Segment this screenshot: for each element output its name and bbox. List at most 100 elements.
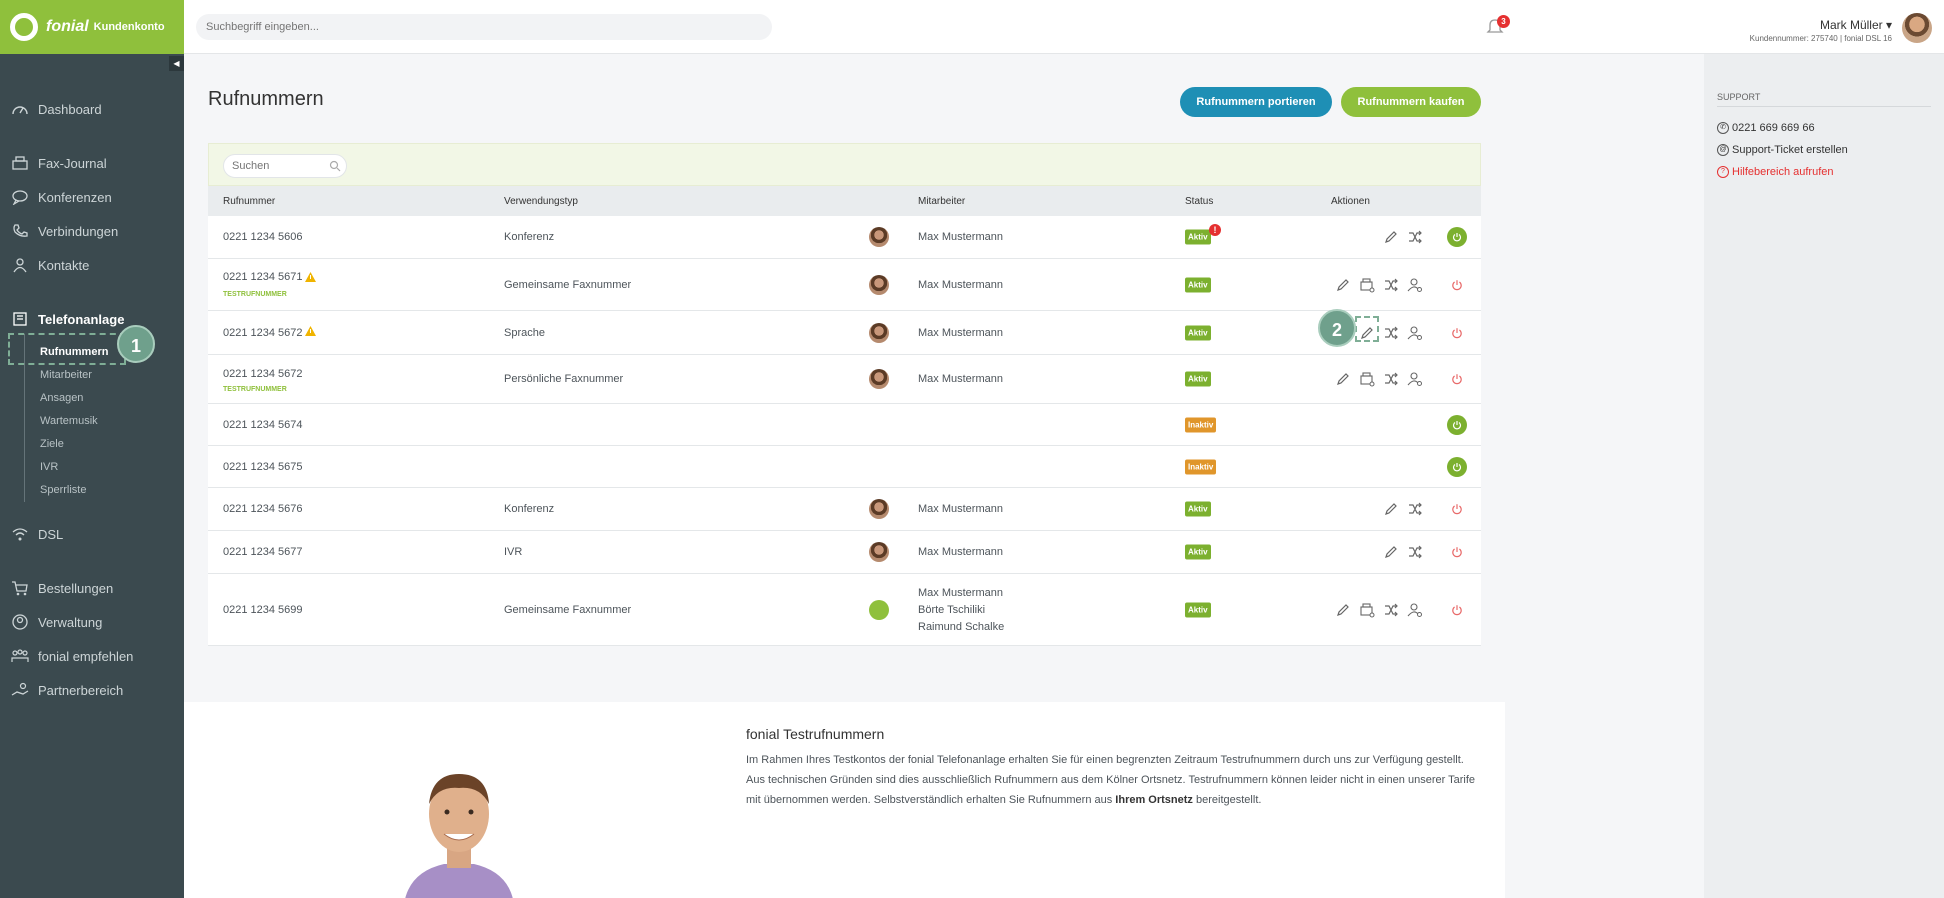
user-settings-icon[interactable]	[1407, 277, 1423, 293]
table-row[interactable]: 0221 1234 5674 Inaktiv	[208, 404, 1481, 446]
sidebar-subitem-rufnummern[interactable]: Rufnummern	[40, 346, 109, 358]
shuffle-icon[interactable]	[1383, 277, 1399, 293]
row-type: Gemeinsame Faxnummer	[504, 603, 632, 616]
sidebar-item-dsl[interactable]: DSL	[10, 524, 63, 544]
column-header-mitarbeiter[interactable]: Mitarbeiter	[918, 196, 966, 207]
power-toggle-button[interactable]	[1447, 456, 1467, 477]
shuffle-icon[interactable]	[1383, 371, 1399, 387]
power-toggle-button[interactable]	[1447, 542, 1467, 562]
power-toggle-button[interactable]	[1447, 323, 1467, 343]
edit-icon[interactable]	[1359, 325, 1375, 341]
sidebar-subitem-ivr[interactable]: IVR	[40, 461, 59, 473]
power-toggle-button[interactable]	[1447, 499, 1467, 519]
sidebar-item-bestellungen[interactable]: Bestellungen	[10, 578, 113, 598]
row-employee: Raimund Schalke	[918, 621, 1005, 633]
sidebar-item-partnerbereich[interactable]: Partnerbereich	[10, 680, 123, 700]
sidebar-item-dashboard[interactable]: Dashboard	[10, 99, 102, 119]
table-row[interactable]: 0221 1234 5672 Sprache Max Mustermann Ak…	[208, 311, 1481, 355]
fax-settings-icon[interactable]	[1359, 371, 1375, 387]
buy-numbers-button[interactable]: Rufnummern kaufen	[1341, 87, 1481, 117]
sidebar-subitem-sperrliste[interactable]: Sperrliste	[40, 484, 87, 496]
dashboard-icon	[10, 101, 30, 117]
table-row[interactable]: 0221 1234 5677 IVR Max Mustermann Aktiv	[208, 531, 1481, 574]
support-panel: SUPPORT ✆ 0221 669 669 66 @ Support-Tick…	[1704, 54, 1944, 898]
sidebar-subitem-ziele[interactable]: Ziele	[40, 438, 64, 450]
sidebar-item-verwaltung[interactable]: Verwaltung	[10, 612, 102, 632]
help-link[interactable]: ? Hilfebereich aufrufen	[1717, 166, 1834, 178]
fax-settings-icon[interactable]	[1359, 602, 1375, 618]
row-number: 0221 1234 5672	[223, 326, 303, 339]
status-badge: Inaktiv	[1185, 459, 1217, 474]
warning-icon	[305, 272, 316, 282]
employee-avatar	[869, 274, 889, 295]
support-ticket-link[interactable]: @ Support-Ticket erstellen	[1717, 144, 1848, 156]
user-menu[interactable]: Mark Müller ▾	[1819, 18, 1892, 32]
row-type: Konferenz	[504, 503, 555, 515]
edit-icon[interactable]	[1383, 544, 1399, 560]
sidebar-item-label: DSL	[38, 526, 64, 542]
power-toggle-button[interactable]	[1447, 369, 1467, 389]
power-toggle-button[interactable]	[1447, 600, 1467, 620]
shuffle-icon[interactable]	[1407, 501, 1423, 517]
test-number-label: TESTRUFNUMMER	[223, 386, 287, 393]
column-header-status[interactable]: Status	[1185, 196, 1214, 207]
user-settings-icon[interactable]	[1407, 602, 1423, 618]
avatar[interactable]	[1902, 13, 1932, 43]
edit-icon[interactable]	[1335, 371, 1351, 387]
sidebar-item-kontakte[interactable]: Kontakte	[10, 255, 89, 275]
global-search-input[interactable]	[196, 14, 772, 40]
shuffle-icon[interactable]	[1383, 325, 1399, 341]
sidebar-item-label: Fax-Journal	[38, 155, 107, 171]
shuffle-icon[interactable]	[1407, 229, 1423, 245]
conference-icon	[10, 189, 30, 205]
collapse-sidebar-button[interactable]: ◀	[169, 56, 184, 71]
support-phone[interactable]: ✆ 0221 669 669 66	[1717, 122, 1815, 134]
sidebar-subitem-ansagen[interactable]: Ansagen	[40, 392, 84, 404]
edit-icon[interactable]	[1335, 277, 1351, 293]
table-row[interactable]: 0221 1234 5699 Gemeinsame Faxnummer Max …	[208, 574, 1481, 646]
shuffle-icon[interactable]	[1383, 602, 1399, 618]
table-row[interactable]: 0221 1234 5675 Inaktiv	[208, 446, 1481, 488]
sidebar-item-verbindungen[interactable]: Verbindungen	[10, 221, 118, 241]
fax-settings-icon[interactable]	[1359, 277, 1375, 293]
info-line: Aus technischen Gründen sind dies aussch…	[746, 774, 1476, 786]
row-type: IVR	[504, 546, 523, 558]
column-header-rufnummer[interactable]: Rufnummer	[223, 196, 276, 207]
power-toggle-button[interactable]	[1447, 414, 1467, 435]
column-header-verwendungstyp[interactable]: Verwendungstyp	[504, 196, 578, 207]
row-employee: Max Mustermann	[918, 373, 1003, 385]
employee-avatar	[869, 322, 889, 343]
table-row[interactable]: 0221 1234 5672 TESTRUFNUMMER Persönliche…	[208, 355, 1481, 404]
info-title: fonial Testrufnummern	[746, 726, 885, 742]
sidebar-item-konferenzen[interactable]: Konferenzen	[10, 187, 112, 207]
table-row[interactable]: 0221 1234 5606 Konferenz Max Mustermann …	[208, 216, 1481, 259]
brand-logo[interactable]: fonial Kundenkonto	[0, 0, 184, 54]
table-row[interactable]: 0221 1234 5671 TESTRUFNUMMER Gemeinsame …	[208, 259, 1481, 311]
row-employee: Max Mustermann	[918, 231, 1003, 243]
sidebar-subitem-wartemusik[interactable]: Wartemusik	[40, 415, 98, 427]
table-row[interactable]: 0221 1234 5676 Konferenz Max Mustermann …	[208, 488, 1481, 531]
sidebar-subitem-mitarbeiter[interactable]: Mitarbeiter	[40, 369, 92, 381]
sidebar-item-label: Kontakte	[38, 257, 90, 273]
power-toggle-button[interactable]	[1447, 227, 1467, 247]
sidebar-item-fax-journal[interactable]: Fax-Journal	[10, 153, 107, 173]
port-numbers-button[interactable]: Rufnummern portieren	[1180, 87, 1332, 117]
numbers-table: Rufnummer Verwendungstyp Mitarbeiter Sta…	[208, 143, 1481, 646]
edit-icon[interactable]	[1383, 501, 1399, 517]
row-number: 0221 1234 5676	[223, 503, 303, 515]
power-toggle-button[interactable]	[1447, 275, 1467, 295]
row-type: Persönliche Faxnummer	[504, 373, 624, 385]
sidebar-item-fonial-empfehlen[interactable]: fonial empfehlen	[10, 646, 133, 666]
user-settings-icon[interactable]	[1407, 371, 1423, 387]
highlight-box-rufnummern	[8, 333, 126, 365]
info-text-bold: Ihrem Ortsnetz	[1115, 794, 1193, 806]
edit-icon[interactable]	[1335, 602, 1351, 618]
shuffle-icon[interactable]	[1407, 544, 1423, 560]
table-search-input[interactable]	[223, 154, 347, 178]
sidebar-item-telefonanlage[interactable]: Telefonanlage	[10, 309, 124, 329]
page-title: Rufnummern	[208, 88, 324, 110]
support-phone-label: 0221 669 669 66	[1732, 122, 1815, 134]
row-number: 0221 1234 5675	[223, 460, 303, 473]
user-settings-icon[interactable]	[1407, 325, 1423, 341]
edit-icon[interactable]	[1383, 229, 1399, 245]
